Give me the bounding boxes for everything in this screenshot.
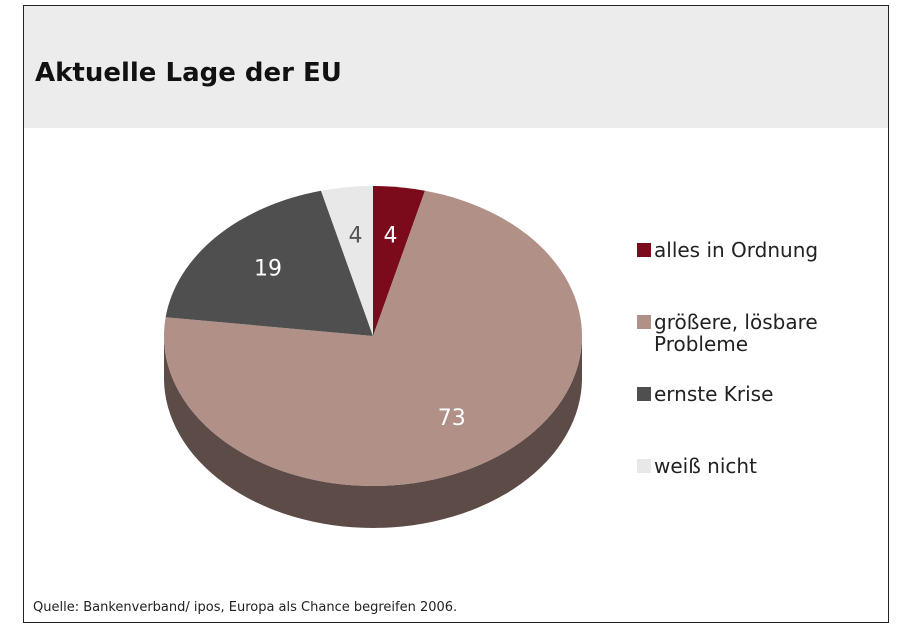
pie-slice — [165, 190, 373, 336]
data-label: 19 — [254, 257, 282, 282]
pie-slice — [164, 190, 582, 487]
legend-label: ernste Krise — [654, 382, 774, 406]
legend-swatch — [637, 459, 651, 473]
data-label: 4 — [348, 223, 362, 248]
data-label: 4 — [384, 223, 398, 248]
slide: Aktuelle Lage der EU 4 73 19 4 alles in Ord… — [23, 5, 889, 623]
source-note: Quelle: Bankenverband/ ipos, Europa als … — [33, 600, 458, 615]
legend-swatch — [637, 387, 651, 401]
chart-title: Aktuelle Lage der EU — [35, 58, 342, 88]
legend-label: weiß nicht — [654, 454, 757, 478]
header: Aktuelle Lage der EU — [24, 6, 888, 128]
legend-swatch — [637, 315, 651, 329]
legend-swatch — [637, 243, 651, 257]
data-label: 73 — [438, 406, 466, 431]
pie-side — [164, 336, 582, 528]
pie-slice — [373, 186, 425, 336]
chart: 4 73 19 4 — [164, 186, 582, 528]
legend-label: alles in Ordnung — [654, 238, 819, 262]
legend-label: größere, lösbare Probleme — [654, 310, 818, 356]
pie-slice — [321, 186, 373, 336]
